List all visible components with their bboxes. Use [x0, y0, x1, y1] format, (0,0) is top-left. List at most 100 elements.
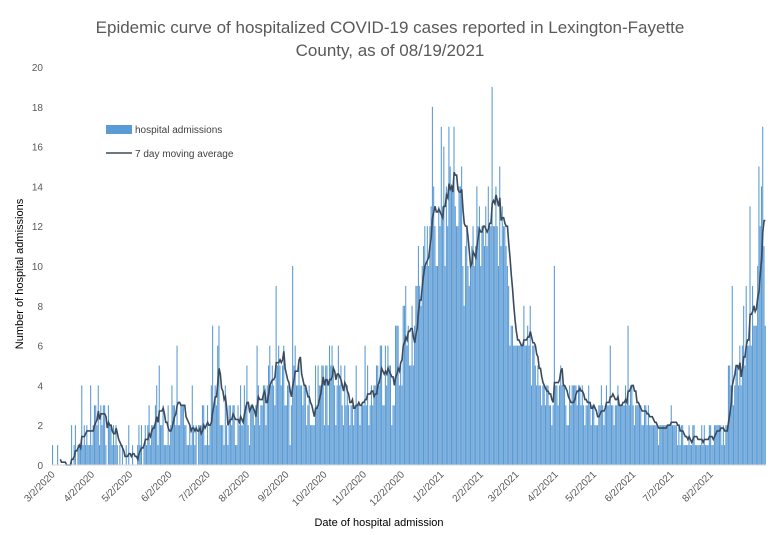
bar-hospital-admissions [721, 445, 723, 465]
bar-hospital-admissions [279, 365, 281, 465]
bar-hospital-admissions [228, 405, 230, 465]
bar-hospital-admissions [685, 445, 688, 465]
bar-hospital-admissions [372, 405, 374, 465]
bar-hospital-admissions [458, 186, 460, 465]
bar-hospital-admissions [173, 405, 176, 465]
bar-hospital-admissions [96, 425, 98, 465]
bar-hospital-admissions [734, 385, 736, 465]
bar-hospital-admissions [536, 385, 538, 465]
x-tick-label: 5/2/2020 [100, 469, 136, 505]
bar-hospital-admissions [533, 345, 535, 465]
bar-hospital-admissions [341, 405, 343, 465]
bar-hospital-admissions [608, 405, 610, 465]
bar-hospital-admissions [636, 405, 638, 465]
bar-hospital-admissions [547, 385, 549, 465]
bar-hospital-admissions [524, 345, 526, 465]
bar-hospital-admissions [525, 345, 527, 465]
bar-hospital-admissions [293, 365, 295, 465]
x-tick-label: 12/2/2020 [368, 469, 408, 509]
bar-hospital-admissions [97, 385, 99, 465]
bar-hospital-admissions [550, 405, 552, 465]
bar-hospital-admissions [727, 365, 729, 465]
bar-hospital-admissions [619, 405, 621, 465]
bar-hospital-admissions [275, 285, 277, 465]
bar-hospital-admissions [342, 425, 345, 465]
bar-hospital-admissions [204, 445, 206, 465]
bar-hospital-admissions [434, 226, 436, 465]
bar-hospital-admissions [52, 445, 54, 465]
bar-hospital-admissions [490, 226, 492, 465]
bar-hospital-admissions [678, 425, 680, 465]
bar-hospital-admissions [684, 445, 686, 465]
bar-hospital-admissions [332, 365, 334, 465]
bar-hospital-admissions [476, 186, 478, 465]
y-tick-label: 18 [32, 103, 44, 114]
bar-hospital-admissions [428, 266, 430, 465]
y-tick-label: 16 [32, 143, 44, 154]
x-tick-label: 7/2/2020 [177, 469, 213, 505]
bar-hospital-admissions [245, 405, 247, 465]
bar-hospital-admissions [692, 425, 694, 465]
bar-hospital-admissions [560, 365, 562, 465]
bar-hospital-admissions [406, 345, 408, 465]
legend-label-moving-average: 7 day moving average [135, 149, 234, 160]
bar-hospital-admissions [247, 425, 249, 465]
bar-hospital-admissions [506, 266, 508, 465]
bar-hospital-admissions [227, 445, 229, 465]
bar-hospital-admissions [281, 365, 284, 465]
bar-hospital-admissions [201, 405, 203, 465]
bar-hospital-admissions [553, 266, 555, 465]
bar-hospital-admissions [585, 405, 587, 465]
bar-hospital-admissions [57, 445, 59, 465]
bar-hospital-admissions [203, 405, 205, 465]
bar-hospital-admissions [382, 405, 384, 465]
y-tick-label: 14 [32, 182, 44, 193]
bar-hospital-admissions [92, 425, 94, 465]
bar-hospital-admissions [762, 126, 764, 465]
bar-hospital-admissions [259, 425, 261, 465]
bar-hospital-admissions [527, 325, 529, 465]
bar-hospital-admissions [528, 345, 530, 465]
bar-hospital-admissions [121, 445, 123, 465]
bar-hospital-admissions [232, 405, 234, 465]
bar-hospital-admissions [509, 345, 511, 465]
bar-hospital-admissions [287, 385, 289, 465]
bar-hospital-admissions [595, 425, 597, 465]
bar-hospital-admissions [91, 445, 93, 465]
bar-hospital-admissions [143, 445, 145, 465]
bar-hospital-admissions [191, 385, 193, 465]
bar-hospital-admissions [603, 425, 605, 465]
bar-hospital-admissions [111, 445, 113, 465]
bar-hospital-admissions [295, 385, 297, 465]
x-axis-title: Date of hospital admission [314, 517, 443, 529]
bar-hospital-admissions [162, 405, 164, 465]
bar-hospital-admissions [739, 345, 741, 465]
bar-hospital-admissions [283, 345, 285, 465]
bar-hospital-admissions [312, 425, 314, 465]
bar-hospital-admissions [156, 385, 158, 465]
bar-hospital-admissions [461, 166, 463, 465]
bar-hospital-admissions [260, 405, 262, 465]
bar-hospital-admissions [254, 425, 256, 465]
bar-hospital-admissions [360, 405, 362, 465]
bar-hospital-admissions [125, 445, 127, 465]
bar-hospital-admissions [240, 385, 242, 465]
bar-hospital-admissions [114, 445, 116, 465]
bar-hospital-admissions [149, 445, 151, 465]
bar-hospital-admissions [466, 226, 468, 465]
bar-hospital-admissions [307, 405, 309, 465]
bar-hospital-admissions [115, 425, 117, 465]
x-tick-label: 3/2/2021 [486, 469, 522, 505]
bar-hospital-admissions [558, 385, 560, 465]
bar-hospital-admissions [326, 365, 328, 465]
bar-hospital-admissions [654, 425, 656, 465]
x-tick-label: 8/2/2020 [217, 469, 253, 505]
bar-hospital-admissions [90, 385, 92, 465]
bar-hospital-admissions [278, 345, 280, 465]
x-tick-label: 6/2/2020 [139, 469, 175, 505]
bar-hospital-admissions [412, 365, 414, 465]
bar-hospital-admissions [337, 345, 339, 465]
bar-hospital-admissions [497, 266, 499, 465]
bar-hospital-admissions [403, 305, 405, 465]
y-tick-label: 8 [37, 302, 43, 313]
